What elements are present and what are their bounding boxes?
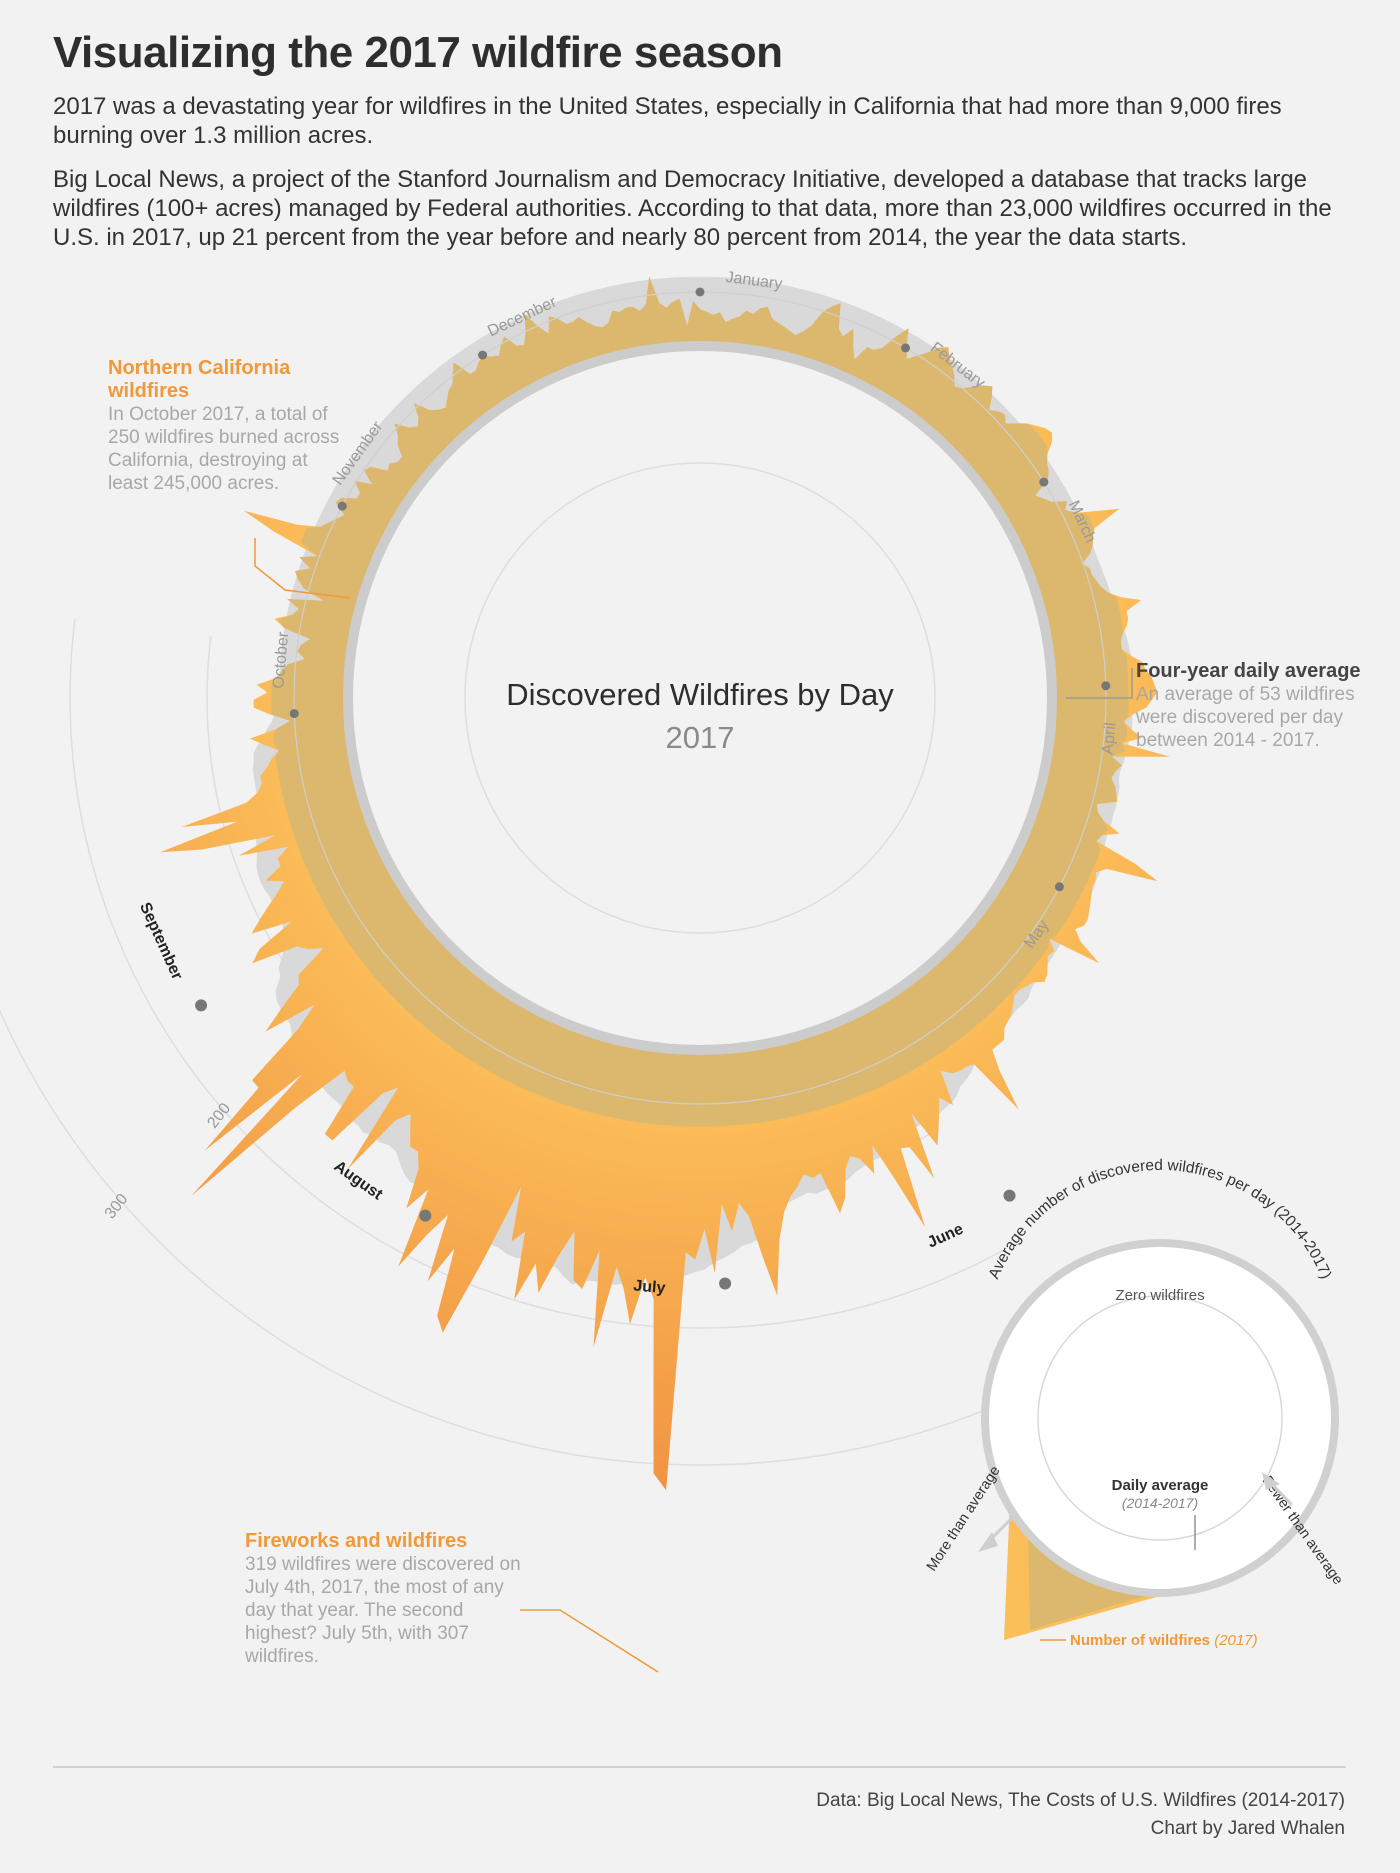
legend-more-arrow: [988, 1513, 1017, 1542]
legend-fewer-arrowhead: [1262, 1472, 1280, 1490]
legend-zero-ring: [1037, 1295, 1283, 1541]
month-marker-dot: [901, 343, 910, 353]
footer-divider: [53, 1766, 1346, 1768]
month-marker-dot: [478, 350, 488, 360]
intro-paragraph: 2017 was a devastating year for wildfire…: [53, 93, 1282, 149]
legend-zero-label: Zero wildfires: [1115, 1287, 1204, 1304]
norcal-heading: Northern California wildfires: [108, 357, 291, 402]
month-marker-dot: [337, 501, 347, 511]
chart-subtitle: 2017: [666, 720, 735, 755]
month-label: August: [331, 1158, 386, 1204]
chart-title: Discovered Wildfires by Day: [506, 677, 894, 712]
norcal-annotation: Northern California wildfires In October…: [108, 357, 348, 495]
month-label: September: [136, 900, 186, 982]
month-marker-dot: [1039, 477, 1049, 487]
average-heading: Four-year daily average: [1136, 660, 1361, 682]
month-label: June: [925, 1221, 966, 1252]
norcal-body: In October 2017, a total of 250 wildfire…: [108, 404, 340, 494]
radial-tick-arc: [0, 1009, 1070, 1466]
month-marker-dot: [1054, 882, 1064, 892]
month-marker-dot: [419, 1209, 432, 1222]
legend-average-label: Daily average: [1112, 1477, 1209, 1494]
average-leader: [1066, 668, 1133, 699]
average-annotation: Four-year daily average An average of 53…: [1136, 660, 1396, 752]
legend-more-label: More than average: [924, 1463, 1004, 1574]
month-label: April: [1100, 722, 1120, 756]
legend-disc: [981, 1239, 1339, 1597]
radial-tick-label: 300: [102, 1191, 132, 1223]
intro-paragraph: Big Local News, a project of the Stanfor…: [53, 166, 1332, 251]
chart-credit: Chart by Jared Whalen: [1150, 1818, 1345, 1839]
month-marker-dot: [719, 1277, 732, 1290]
legend-average-years: (2014-2017): [1122, 1495, 1198, 1511]
july-leader: [520, 1609, 659, 1673]
month-label: October: [270, 631, 292, 690]
norcal-leader: [254, 538, 351, 599]
source-note: Data: Big Local News, The Costs of U.S. …: [816, 1790, 1345, 1811]
month-marker-dot: [1003, 1189, 1016, 1202]
month-marker-dot: [695, 287, 705, 297]
month-marker-dot: [289, 709, 299, 719]
zero-ring: [464, 462, 936, 934]
month-marker-dot: [1101, 681, 1111, 691]
month-marker-dot: [195, 999, 208, 1012]
page-title: Visualizing the 2017 wildfire season: [53, 28, 783, 77]
inner-disc: [343, 341, 1057, 1055]
july-body: 319 wildfires were discovered on July 4t…: [245, 1554, 521, 1667]
july-heading: Fireworks and wildfires: [245, 1530, 468, 1552]
radial-tick-arc: [69, 618, 1004, 1329]
legend-count-label: Number of wildfires (2017): [1070, 1632, 1258, 1649]
month-label: July: [633, 1277, 666, 1297]
july-annotation: Fireworks and wildfires 319 wildfires we…: [245, 1530, 525, 1668]
average-body: An average of 53 wildfires were discover…: [1136, 684, 1355, 751]
legend: Average number of discovered wildfires p…: [924, 1157, 1346, 1649]
legend-more-arrowhead: [978, 1532, 998, 1552]
